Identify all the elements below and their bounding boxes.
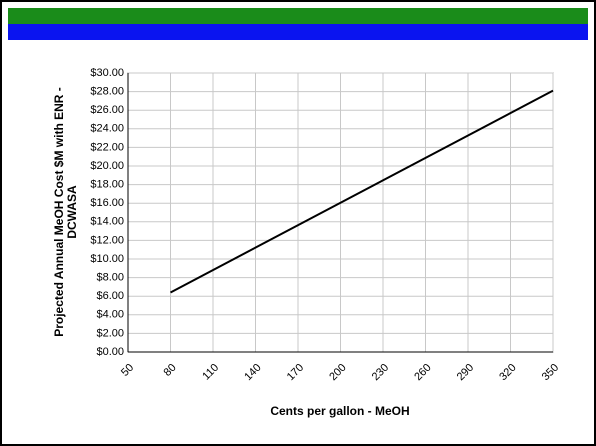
x-axis-title: Cents per gallon - MeOH (270, 404, 409, 418)
y-tick-label: $22.00 (90, 141, 124, 153)
data-line (170, 89, 554, 294)
y-tick-label: $2.00 (96, 327, 124, 339)
y-tick-label: $26.00 (90, 104, 124, 116)
y-tick-label: $8.00 (96, 272, 124, 284)
y-tick-label: $18.00 (90, 179, 124, 191)
y-tick-label: $16.00 (90, 197, 124, 209)
y-tick-label: $4.00 (96, 309, 124, 321)
blue-band (8, 24, 588, 40)
y-axis-title: Projected Annual MeOH Cost $M with ENR -… (52, 87, 79, 337)
y-tick-label: $12.00 (90, 234, 124, 246)
y-tick-label: $30.00 (90, 67, 124, 79)
green-band (8, 8, 588, 24)
y-tick-label: $24.00 (90, 123, 124, 135)
y-axis-title-line: Projected Annual MeOH Cost $M with ENR - (52, 87, 66, 337)
y-tick-label: $20.00 (90, 160, 124, 172)
y-tick-label: $28.00 (90, 86, 124, 98)
y-tick-label: $0.00 (96, 346, 124, 358)
y-tick-label: $10.00 (90, 253, 124, 265)
y-axis-title-line: DCWASA (65, 185, 79, 239)
y-tick-label: $6.00 (96, 290, 124, 302)
y-tick-label: $14.00 (90, 216, 124, 228)
